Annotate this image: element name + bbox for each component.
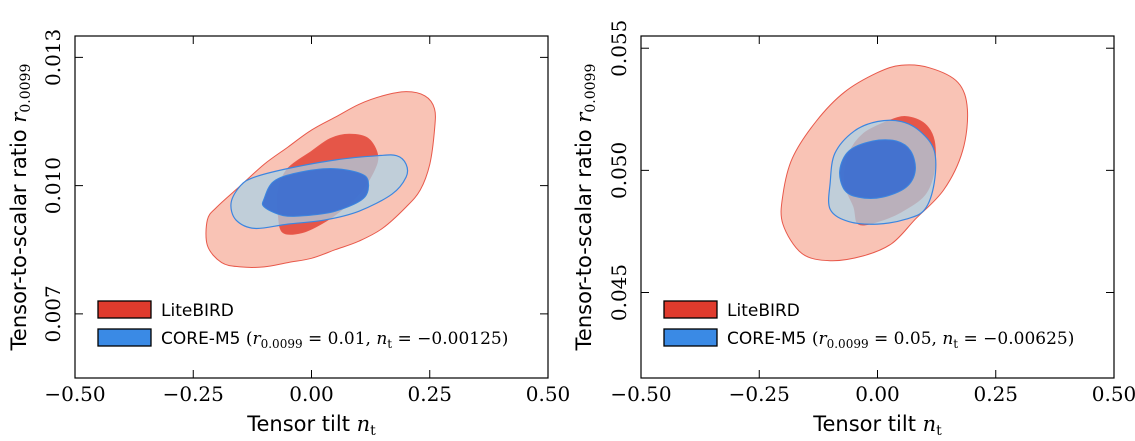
y-axis-label-subscript: 0.0099 xyxy=(583,64,599,113)
x-axis-label-symbol: n xyxy=(357,412,371,436)
x-axis-label-text: Tensor tilt xyxy=(246,412,356,436)
x-tick-label: 0.50 xyxy=(1092,382,1135,406)
x-tick-label: 0.00 xyxy=(289,382,334,406)
x-axis-label-text: Tensor tilt xyxy=(812,412,922,436)
core-m5-68-contour xyxy=(261,167,370,217)
x-tick-label: −0.25 xyxy=(729,382,790,406)
legend-name: LiteBIRD xyxy=(161,301,234,321)
legend-swatch-core-m5 xyxy=(97,328,152,347)
y-axis-label-symbol: r xyxy=(572,111,596,123)
x-axis-label-subscript: t xyxy=(370,423,376,439)
y-axis-label-text: Tensor-to-scalar ratio xyxy=(572,123,596,352)
core-m5-68-contour xyxy=(839,139,916,199)
legend-name: LiteBIRD xyxy=(727,301,800,321)
y-axis-label: Tensor-to-scalar ratio r0.0099 xyxy=(7,64,34,352)
x-axis-label-subscript: t xyxy=(936,423,942,439)
y-axis-label: Tensor-to-scalar ratio r0.0099 xyxy=(572,64,599,352)
chart-panel-1: −0.50 −0.25 0.00 0.25 0.50 0.007 0.010 0.013 Ten… xyxy=(7,29,570,439)
x-tick-label: −0.50 xyxy=(610,382,671,406)
legend-detail-symbol: r xyxy=(818,329,827,349)
y-tick-label: 0.045 xyxy=(607,264,631,321)
legend-name: CORE-M5 xyxy=(727,329,806,349)
legend-detail: = 0.05, xyxy=(869,329,943,349)
y-tick-label: 0.010 xyxy=(41,157,65,214)
y-tick-label: 0.013 xyxy=(41,29,65,86)
x-tick-label: 0.00 xyxy=(855,382,900,406)
legend: LiteBIRD CORE-M5 (r0.0099 = 0.01, nt = −0… xyxy=(97,300,508,351)
y-tick-label: 0.055 xyxy=(607,20,631,77)
legend-detail-subscript: t xyxy=(387,337,392,351)
legend-detail-symbol: r xyxy=(252,329,261,349)
x-tick-label: 0.25 xyxy=(973,382,1018,406)
legend-detail-symbol: n xyxy=(376,329,387,349)
x-axis-label: Tensor tilt nt xyxy=(812,412,942,439)
legend-detail: = 0.01, xyxy=(303,329,377,349)
x-axis-label: Tensor tilt nt xyxy=(246,412,376,439)
x-tick-label: 0.50 xyxy=(526,382,571,406)
legend-swatch-litebird xyxy=(97,300,152,319)
y-axis-label-text: Tensor-to-scalar ratio xyxy=(7,123,31,352)
legend-detail: = −0.00625) xyxy=(958,329,1074,349)
legend-label-litebird: LiteBIRD xyxy=(727,301,800,321)
legend-label-litebird: LiteBIRD xyxy=(161,301,234,321)
legend-detail: = −0.00125) xyxy=(392,329,508,349)
y-tick-label: 0.007 xyxy=(41,285,65,342)
legend-swatch-litebird xyxy=(663,300,718,319)
legend-label-core-m5: CORE-M5 (r0.0099 = 0.05, nt = −0.00625) xyxy=(727,329,1074,351)
legend-name: CORE-M5 xyxy=(161,329,240,349)
legend-detail-subscript: 0.0099 xyxy=(261,337,303,351)
x-tick-label: −0.25 xyxy=(163,382,224,406)
legend-swatch-core-m5 xyxy=(663,328,718,347)
legend: LiteBIRD CORE-M5 (r0.0099 = 0.05, nt = −0… xyxy=(663,300,1074,351)
y-axis-label-subscript: 0.0099 xyxy=(18,64,34,113)
legend-label-core-m5: CORE-M5 (r0.0099 = 0.01, nt = −0.00125) xyxy=(161,329,508,351)
legend-detail-subscript: t xyxy=(953,337,958,351)
x-tick-label: −0.50 xyxy=(44,382,105,406)
y-axis-label-symbol: r xyxy=(7,111,31,123)
legend-detail: ( xyxy=(240,329,252,349)
x-axis-label-symbol: n xyxy=(923,412,937,436)
x-tick-label: 0.25 xyxy=(407,382,452,406)
legend-detail-subscript: 0.0099 xyxy=(827,337,869,351)
chart-panel-2: −0.50 −0.25 0.00 0.25 0.50 0.045 0.050 0.055 Ten… xyxy=(572,20,1135,439)
legend-detail: ( xyxy=(806,329,818,349)
y-tick-label: 0.050 xyxy=(607,142,631,199)
legend-detail-symbol: n xyxy=(942,329,953,349)
